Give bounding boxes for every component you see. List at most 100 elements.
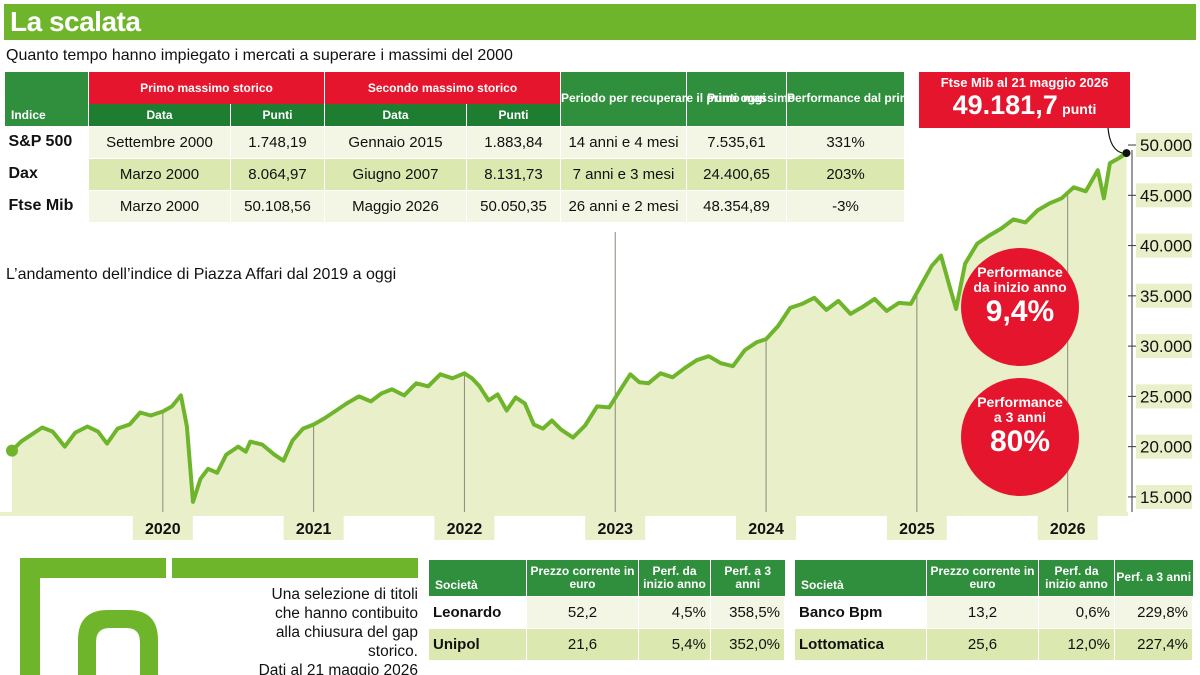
chart-plot: 15.000 20.000 25.000 30.000 35.000 40.000 45.0… [0, 127, 1192, 540]
circle-3y-label1: Performance [977, 394, 1063, 410]
header-data-2: Data [324, 104, 467, 126]
table-row: Ftse Mib Marzo 2000 50.108,56 Maggio 202… [4, 189, 905, 223]
chart-label: L’andamento dell’indice di Piazza Affari… [6, 266, 397, 283]
cell: 4,5% [638, 595, 711, 629]
y-tick-label: 25.000 [1140, 387, 1192, 406]
cell: 26 anni e 2 mesi [560, 189, 687, 223]
selection-line: Una selezione di titoli [271, 586, 418, 603]
x-tick-label: 2025 [899, 521, 935, 538]
table-row: Dax Marzo 2000 8.064,97 Giugno 2007 8.13… [4, 157, 905, 191]
cell: Marzo 2000 [88, 189, 231, 223]
stocks-table-right: Società Prezzo corrente in euro Perf. da… [794, 560, 1193, 661]
y-tick-label: 15.000 [1140, 488, 1192, 507]
header-punti-1: Punti [230, 104, 325, 126]
header-primo-massimo: Primo massimo storico [88, 72, 325, 104]
cell-indice: Dax [4, 158, 89, 190]
y-tick-bg [1136, 183, 1192, 208]
x-tick-bg [1037, 516, 1098, 540]
cell-indice: Ftse Mib [4, 190, 89, 222]
circle-ytd-label1: Performance [977, 264, 1063, 280]
stocks-header: Perf. a 3 anni [1114, 560, 1193, 596]
cell: 21,6 [526, 627, 639, 661]
x-tick-label: 2024 [748, 521, 784, 538]
page-title: La scalata [10, 6, 141, 37]
cell: 203% [786, 157, 905, 191]
area-fill [12, 153, 1127, 512]
cell: 24.400,65 [686, 157, 787, 191]
y-tick-bg [1136, 384, 1192, 409]
circle-ytd-value: 9,4% [985, 295, 1055, 328]
end-point [1122, 149, 1131, 158]
selection-line: Dati al 21 maggio 2026 [258, 662, 418, 675]
y-tick-bg [1136, 434, 1192, 459]
ftse-callout-value: 49.181,7 [952, 90, 1058, 120]
circle-3y-label2: a 3 anni [993, 409, 1047, 425]
decor-shape [20, 570, 158, 675]
cell: 8.131,73 [466, 157, 561, 191]
x-tick-label: 2022 [447, 521, 483, 538]
header-indice: Indice [4, 72, 89, 126]
stocks-header: Società [794, 560, 927, 596]
cell: 7 anni e 3 mesi [560, 157, 687, 191]
cell: 52,2 [526, 595, 639, 629]
cell-name: Banco Bpm [794, 595, 927, 629]
x-tick-label: 2020 [145, 521, 181, 538]
circle-3y: Performance a 3 anni 80% [961, 378, 1079, 496]
cell: 358,5% [710, 595, 785, 629]
x-tick-bg [434, 516, 495, 540]
cell: 1.748,19 [230, 125, 325, 159]
y-tick-bg [1136, 233, 1192, 258]
x-tick-bg [132, 516, 193, 540]
x-tick-bg [736, 516, 797, 540]
cell: 13,2 [926, 595, 1039, 629]
cell: Settembre 2000 [88, 125, 231, 159]
cell-name: Leonardo [428, 595, 527, 629]
x-tick-bg [283, 516, 344, 540]
selection-line: che hanno contibuito [274, 605, 418, 622]
subtitle: Quanto tempo hanno impiegato i mercati a… [6, 47, 513, 64]
axis-band [0, 512, 1128, 516]
circle-ytd: Performance da inizio anno 9,4% [961, 248, 1079, 366]
series-line [10, 151, 1129, 504]
cell-name: Lottomatica [794, 627, 927, 661]
cell-indice: S&P 500 [4, 126, 89, 158]
x-tick-label: 2026 [1050, 521, 1086, 538]
cell: -3% [786, 189, 905, 223]
header-punti-2: Punti [466, 104, 561, 126]
stocks-header: Prezzo corrente in euro [926, 560, 1039, 596]
decor-bar [172, 558, 418, 578]
y-tick-label: 50.000 [1140, 136, 1192, 155]
circle-3y-value: 80% [989, 425, 1051, 458]
y-tick-label: 40.000 [1140, 237, 1192, 256]
decor-bar [20, 558, 166, 578]
cell: 1.883,84 [466, 125, 561, 159]
cell: 8.064,97 [230, 157, 325, 191]
table-row: Leonardo 52,2 4,5% 358,5% [428, 595, 785, 629]
cell: 229,8% [1114, 595, 1193, 629]
cell: 5,4% [638, 627, 711, 661]
y-tick-label: 30.000 [1140, 337, 1192, 356]
y-tick-bg [1136, 283, 1192, 308]
x-tick-bg [585, 516, 646, 540]
cell: 50.050,35 [466, 189, 561, 223]
cell: 227,4% [1114, 627, 1193, 661]
table-row: S&P 500 Settembre 2000 1.748,19 Gennaio … [4, 125, 905, 159]
stocks-header: Prezzo corrente in euro [526, 560, 639, 596]
x-tick-label: 2021 [296, 521, 332, 538]
cell: 25,6 [926, 627, 1039, 661]
stocks-header: Perf. a 3 anni [710, 560, 785, 596]
y-tick-label: 20.000 [1140, 438, 1192, 457]
header-data-1: Data [88, 104, 231, 126]
cell: 48.354,89 [686, 189, 787, 223]
stocks-header: Perf. da inizio anno [638, 560, 711, 596]
selection-line: alla chiusura del gap storico. [275, 624, 418, 660]
start-point [6, 444, 18, 457]
stocks-header: Società [428, 560, 527, 596]
x-tick-label: 2023 [597, 521, 633, 538]
x-tick-bg [886, 516, 947, 540]
table-row: Unipol 21,6 5,4% 352,0% [428, 627, 785, 661]
circle-ytd-label2: da inizio anno [973, 279, 1067, 295]
ftse-callout: Ftse Mib al 21 maggio 2026 49.181,7 punt… [919, 72, 1130, 128]
y-tick-label: 45.000 [1140, 186, 1192, 205]
